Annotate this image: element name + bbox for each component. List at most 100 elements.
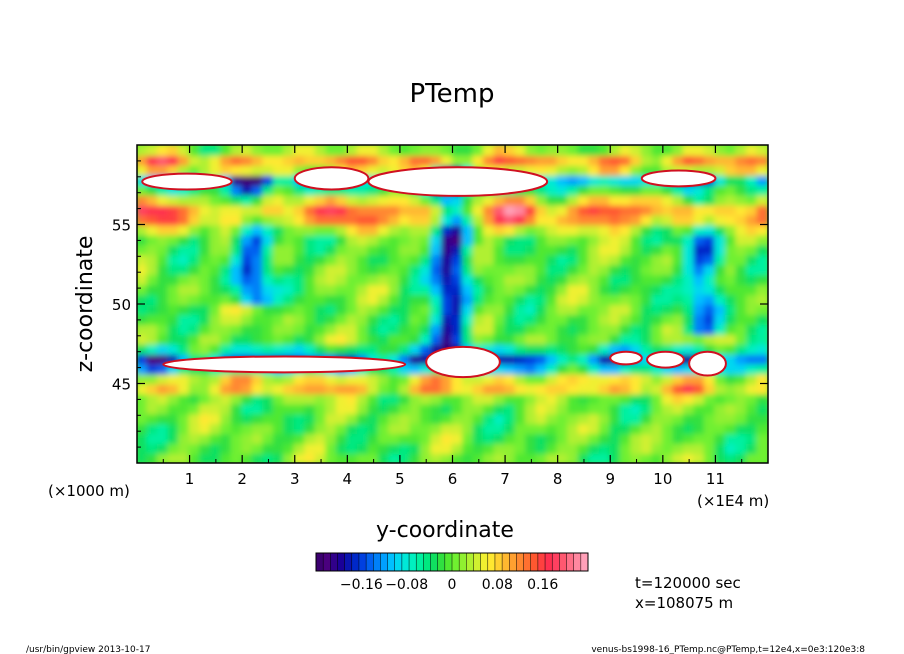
field-cell [283, 372, 296, 385]
field-cell [356, 273, 370, 286]
field-cell [598, 283, 612, 296]
field-cell [314, 442, 328, 455]
field-cell [756, 153, 768, 166]
field-cell [483, 332, 496, 345]
field-cell [567, 352, 580, 365]
field-cell [188, 273, 202, 286]
field-cell [630, 223, 643, 236]
field-cell [409, 303, 422, 315]
field-cell [462, 213, 475, 226]
field-cell [619, 432, 633, 445]
field-cell [661, 432, 675, 445]
field-cell [682, 432, 696, 445]
field-cell [535, 193, 549, 206]
field-cell [314, 263, 328, 276]
field-cell [178, 145, 191, 156]
field-cell [346, 372, 359, 385]
x-tick-label: 3 [290, 470, 300, 488]
field-cell [335, 322, 349, 335]
field-cell [472, 312, 486, 325]
field-cell [293, 233, 307, 246]
field-cell [556, 243, 570, 256]
field-cell [220, 422, 233, 435]
field-cell [504, 442, 517, 455]
field-cell [525, 382, 538, 395]
field-cell [325, 392, 338, 405]
field-cell [325, 332, 338, 345]
field-cell [377, 422, 391, 435]
field-cell [661, 193, 675, 206]
field-cell [220, 392, 233, 405]
field-cell [209, 213, 223, 226]
field-cell [137, 402, 149, 415]
field-cell [535, 452, 549, 463]
field-cell [693, 263, 706, 276]
field-cell [682, 382, 696, 395]
field-cell [493, 243, 507, 256]
field-cell [304, 253, 317, 266]
field-cell [462, 203, 475, 216]
field-cell [745, 352, 759, 365]
field-cell [535, 293, 549, 305]
field-cell [325, 422, 338, 435]
field-cell [251, 283, 265, 296]
field-cell [356, 303, 370, 315]
field-cell [220, 243, 233, 256]
field-cell [220, 332, 233, 345]
field-cell [262, 382, 275, 395]
field-cell [346, 432, 359, 445]
field-cell [262, 273, 275, 286]
field-cell [714, 293, 727, 305]
field-cell [188, 442, 202, 455]
field-cell [178, 332, 191, 345]
field-cell [577, 203, 591, 216]
field-cell [272, 452, 286, 463]
field-cell [640, 283, 654, 296]
field-cell [199, 283, 212, 296]
field-cell [745, 442, 759, 455]
field-cell [472, 153, 486, 166]
field-cell [556, 412, 570, 425]
footer-left: /usr/bin/gpview 2013-10-17 [26, 645, 150, 654]
field-cell [430, 153, 443, 166]
field-cell [493, 412, 507, 425]
field-cell [556, 322, 570, 335]
x-tick-label: 10 [653, 470, 672, 488]
field-cell [272, 342, 286, 355]
colorbar-swatch [430, 553, 439, 571]
field-cell [535, 223, 549, 236]
field-cell [609, 213, 622, 226]
field-cell [651, 422, 664, 435]
field-cell [209, 402, 223, 415]
field-cell [419, 332, 433, 345]
field-cell [462, 312, 475, 325]
field-cell [609, 203, 622, 216]
field-cell [703, 382, 717, 395]
field-cell [672, 203, 685, 216]
field-cell [756, 145, 768, 156]
field-cell [504, 352, 517, 365]
field-cell [356, 145, 370, 156]
field-cell [556, 193, 570, 206]
field-cell [651, 342, 664, 355]
field-cell [388, 342, 401, 355]
field-cell [409, 203, 422, 216]
field-cell [451, 193, 465, 206]
field-cell [483, 145, 496, 156]
field-cell [199, 293, 212, 305]
field-cell [640, 163, 654, 176]
field-cell [556, 352, 570, 365]
field-cell [293, 145, 307, 156]
field-cell [314, 273, 328, 286]
field-cell [630, 452, 643, 463]
field-cell [661, 303, 675, 315]
field-cell [367, 422, 380, 435]
field-cell [377, 163, 391, 176]
field-cell [672, 392, 685, 405]
field-cell [293, 253, 307, 266]
field-cell [157, 213, 170, 226]
field-cell [724, 173, 738, 186]
field-cell [367, 203, 380, 216]
field-cell [462, 273, 475, 286]
field-cell [451, 412, 465, 425]
